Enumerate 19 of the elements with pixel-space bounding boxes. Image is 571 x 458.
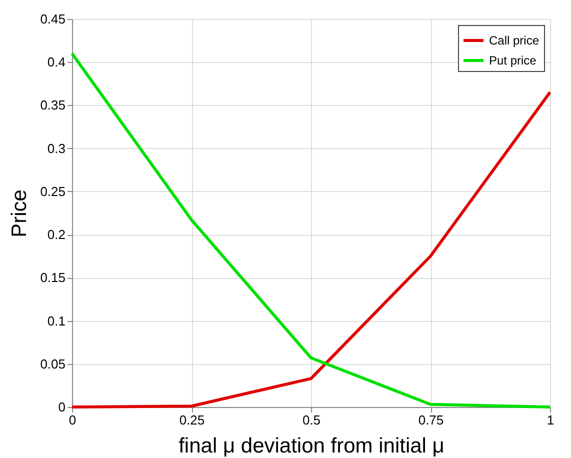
y-tick-label: 0.45 bbox=[40, 12, 66, 26]
y-tick-label: 0.4 bbox=[47, 54, 66, 70]
x-tick-label: 0 bbox=[68, 412, 76, 428]
y-tick-label: 0.05 bbox=[40, 356, 66, 372]
x-tick-label: 0.75 bbox=[418, 412, 444, 428]
y-tick-label: 0.25 bbox=[40, 184, 66, 199]
x-tick-label: 0.5 bbox=[302, 412, 321, 428]
y-tick-label: 0.15 bbox=[40, 270, 66, 286]
y-tick-label: 0.3 bbox=[47, 140, 66, 156]
y-axis-title: Price bbox=[8, 190, 32, 238]
y-tick-label: 0.2 bbox=[47, 227, 66, 242]
x-tick-label: 0.25 bbox=[179, 412, 205, 428]
x-tick-label: 1 bbox=[546, 412, 554, 428]
y-tick-label: 0.35 bbox=[40, 98, 66, 113]
y-tick-label: 0 bbox=[58, 400, 66, 414]
x-axis-title: final μ deviation from initial μ bbox=[178, 434, 444, 458]
y-tick-label: 0.1 bbox=[47, 313, 66, 328]
legend-label: Put price bbox=[489, 54, 537, 68]
legend-label: Call price bbox=[489, 34, 540, 48]
